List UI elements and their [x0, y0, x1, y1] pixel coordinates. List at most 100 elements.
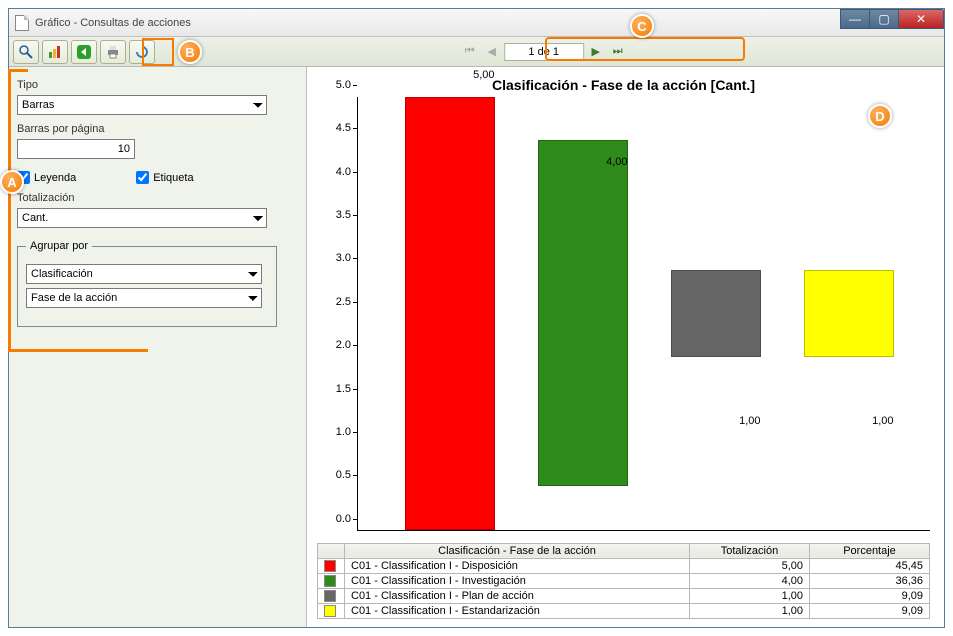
legend-swatch	[324, 560, 336, 572]
callout-B: B	[178, 40, 202, 64]
bar-value-label: 5,00	[473, 69, 494, 81]
pager-prev-button[interactable]: ◀	[482, 42, 502, 62]
pager-last-button[interactable]: ⏭	[608, 42, 628, 62]
app-window: Gráfico - Consultas de acciones — ▢ ✕ ⏮ …	[8, 8, 945, 628]
y-tick: 1.5	[317, 383, 351, 395]
legend-pct: 9,09	[810, 588, 930, 603]
legend-name: C01 - Classification I - Disposición	[345, 558, 690, 573]
bpp-label: Barras por página	[17, 123, 298, 135]
pager-first-button[interactable]: ⏮	[460, 42, 480, 62]
toolbar-refresh-button[interactable]	[129, 40, 155, 64]
legend-pct: 45,45	[810, 558, 930, 573]
pager: ⏮ ◀ 1 de 1 ▶ ⏭	[460, 42, 628, 62]
chart-area: Clasificación - Fase de la acción [Cant.…	[307, 67, 944, 627]
y-tick: 3.0	[317, 252, 351, 264]
bar-value-label: 1,00	[872, 415, 893, 427]
y-tick: 2.5	[317, 296, 351, 308]
bar: 1,00	[794, 97, 894, 530]
etiqueta-checkbox-label[interactable]: Etiqueta	[136, 171, 193, 184]
options-sidebar: Tipo Barras Barras por página Leyenda Et…	[9, 67, 307, 627]
window-controls: — ▢ ✕	[841, 9, 944, 29]
legend-h2: Totalización	[690, 543, 810, 558]
legend-total: 1,00	[690, 603, 810, 618]
group2-select[interactable]: Fase de la acción	[26, 288, 262, 308]
y-tick: 0.5	[317, 469, 351, 481]
maximize-button[interactable]: ▢	[869, 9, 899, 29]
toolbar-chart-button[interactable]	[42, 40, 68, 64]
y-axis: 0.00.51.01.52.02.53.03.54.04.55.0	[317, 97, 357, 531]
y-tick: 1.0	[317, 426, 351, 438]
bpp-input[interactable]	[17, 139, 135, 159]
legend-total: 4,00	[690, 573, 810, 588]
legend-pct: 9,09	[810, 603, 930, 618]
bar-value-label: 1,00	[739, 415, 760, 427]
magnifier-icon	[18, 44, 34, 60]
document-icon	[15, 15, 29, 31]
y-tick: 5.0	[317, 79, 351, 91]
legend-total: 5,00	[690, 558, 810, 573]
tipo-label: Tipo	[17, 79, 298, 91]
pager-next-button[interactable]: ▶	[586, 42, 606, 62]
bar-value-label: 4,00	[606, 156, 627, 168]
printer-icon	[105, 44, 121, 60]
leyenda-checkbox-label[interactable]: Leyenda	[17, 171, 76, 184]
legend-row: C01 - Classification I - Disposición5,00…	[318, 558, 930, 573]
minimize-button[interactable]: —	[840, 9, 870, 29]
legend-h1: Clasificación - Fase de la acción	[345, 543, 690, 558]
etiqueta-checkbox[interactable]	[136, 171, 149, 184]
y-tick: 4.0	[317, 166, 351, 178]
toolbar-zoom-button[interactable]	[13, 40, 39, 64]
chart-icon	[47, 44, 63, 60]
annot-A-line-left	[8, 69, 11, 349]
bar: 4,00	[528, 97, 628, 530]
refresh-icon	[134, 44, 150, 60]
toolbar-back-button[interactable]	[71, 40, 97, 64]
callout-A: A	[0, 170, 24, 194]
legend-row: C01 - Classification I - Investigación4,…	[318, 573, 930, 588]
legend-name: C01 - Classification I - Plan de acción	[345, 588, 690, 603]
bar: 5,00	[395, 97, 495, 530]
legend-table: Clasificación - Fase de la acción Totali…	[317, 543, 930, 619]
bars-container: 5,00 4,00 1,00 1,00	[358, 97, 930, 530]
legend-name: C01 - Classification I - Investigación	[345, 573, 690, 588]
legend-total: 1,00	[690, 588, 810, 603]
legend-swatch	[324, 605, 336, 617]
content-body: Tipo Barras Barras por página Leyenda Et…	[9, 67, 944, 627]
y-tick: 2.0	[317, 339, 351, 351]
legend-h3: Porcentaje	[810, 543, 930, 558]
legend-row: C01 - Classification I - Plan de acción1…	[318, 588, 930, 603]
pager-display: 1 de 1	[504, 43, 584, 61]
y-tick: 4.5	[317, 122, 351, 134]
y-tick: 0.0	[317, 513, 351, 525]
titlebar: Gráfico - Consultas de acciones — ▢ ✕	[9, 9, 944, 37]
bar-rect	[538, 140, 628, 486]
annot-A-line-top	[8, 69, 28, 72]
y-tick: 3.5	[317, 209, 351, 221]
window-title: Gráfico - Consultas de acciones	[35, 17, 191, 29]
bar-rect	[405, 97, 495, 530]
agrupar-fieldset: Agrupar por Clasificación Fase de la acc…	[17, 240, 277, 327]
group1-select[interactable]: Clasificación	[26, 264, 262, 284]
legend-row: C01 - Classification I - Estandarización…	[318, 603, 930, 618]
legend-pct: 36,36	[810, 573, 930, 588]
toolbar-print-button[interactable]	[100, 40, 126, 64]
close-button[interactable]: ✕	[898, 9, 944, 29]
plot-box: 5,00 4,00 1,00 1,00	[357, 97, 930, 531]
agrupar-legend: Agrupar por	[26, 240, 92, 252]
bar: 1,00	[661, 97, 761, 530]
tipo-select[interactable]: Barras	[17, 95, 267, 115]
legend-name: C01 - Classification I - Estandarización	[345, 603, 690, 618]
chart-plot: 0.00.51.01.52.02.53.03.54.04.55.0 5,004,…	[357, 97, 930, 531]
annot-A-line-bottom	[8, 349, 148, 352]
total-label: Totalización	[17, 192, 298, 204]
total-select[interactable]: Cant.	[17, 208, 267, 228]
back-arrow-icon	[76, 44, 92, 60]
bar-rect	[804, 270, 894, 357]
bar-rect	[671, 270, 761, 357]
legend-swatch	[324, 590, 336, 602]
legend-swatch	[324, 575, 336, 587]
callout-D: D	[868, 104, 892, 128]
callout-C: C	[630, 14, 654, 38]
chart-title: Clasificación - Fase de la acción [Cant.…	[317, 77, 930, 93]
toolbar: ⏮ ◀ 1 de 1 ▶ ⏭	[9, 37, 944, 67]
